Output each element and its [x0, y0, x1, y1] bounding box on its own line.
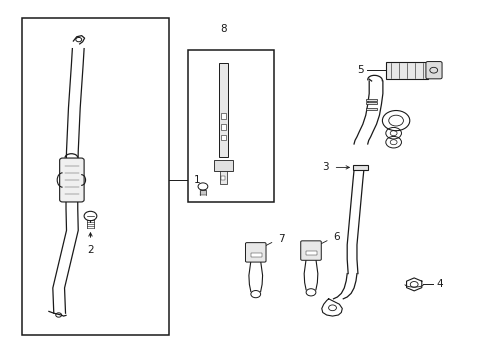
Bar — [219, 63, 227, 157]
Bar — [365, 102, 376, 104]
Text: 3: 3 — [321, 162, 328, 172]
Bar — [221, 176, 224, 180]
FancyBboxPatch shape — [300, 241, 321, 260]
FancyBboxPatch shape — [245, 243, 265, 262]
Bar — [305, 251, 316, 255]
Text: 8: 8 — [220, 24, 226, 34]
Bar — [220, 113, 226, 119]
FancyBboxPatch shape — [425, 62, 441, 79]
Text: 6: 6 — [332, 232, 339, 242]
Text: 7: 7 — [277, 234, 284, 244]
Text: 1: 1 — [194, 175, 201, 185]
Text: 2: 2 — [87, 245, 94, 255]
Bar — [219, 171, 227, 184]
Bar — [352, 165, 367, 170]
Bar — [188, 50, 273, 202]
Text: 5: 5 — [356, 65, 363, 75]
FancyBboxPatch shape — [60, 158, 84, 202]
Bar — [250, 253, 261, 257]
Bar — [365, 108, 376, 110]
Bar — [220, 124, 226, 130]
Bar — [22, 18, 168, 335]
Bar — [365, 99, 376, 101]
Text: 4: 4 — [435, 279, 442, 289]
Bar — [220, 135, 226, 140]
Bar — [214, 160, 232, 171]
Bar — [386, 62, 427, 79]
